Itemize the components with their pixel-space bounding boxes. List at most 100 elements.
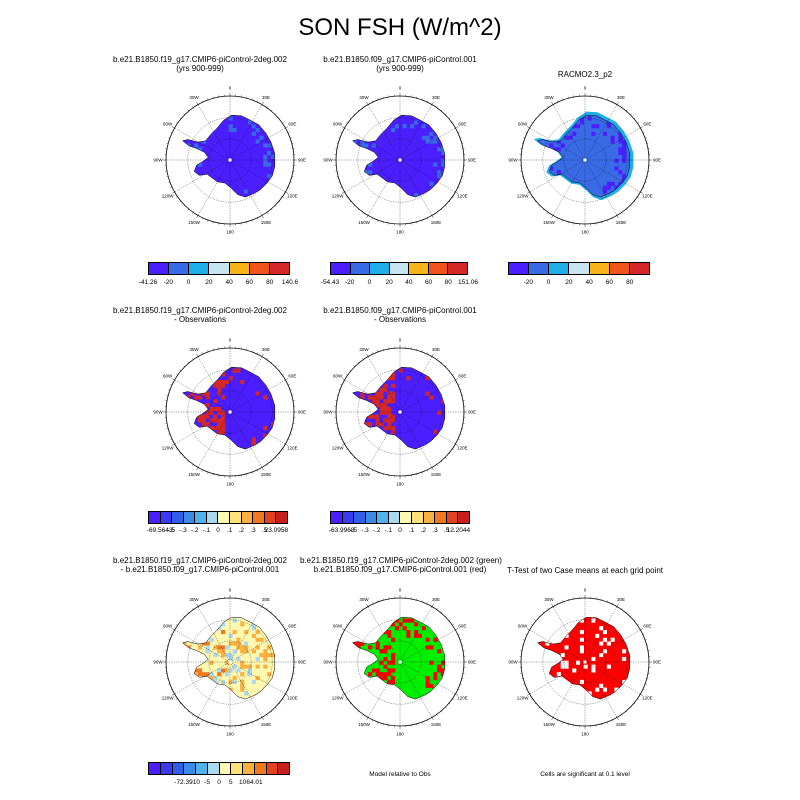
boundary-tick [353, 707, 355, 709]
boundary-tick [202, 602, 204, 605]
longitude-line [529, 629, 586, 663]
boundary-tick [207, 220, 209, 222]
boundary-tick [196, 467, 199, 471]
longitude-label: 60W [163, 122, 173, 127]
boundary-tick [340, 186, 343, 188]
boundary-tick [431, 717, 434, 721]
colorbar-label: 20 [565, 279, 573, 286]
longitude-line [367, 661, 401, 718]
grid-cell [217, 391, 222, 396]
grid-cell [591, 656, 596, 661]
colorbar-6 [148, 762, 290, 775]
longitude-label: 120E [457, 696, 468, 701]
boundary-tick [282, 374, 284, 376]
grid-cell [352, 641, 357, 646]
boundary-tick [372, 469, 374, 472]
boundary-tick [606, 98, 608, 100]
boundary-tick [207, 350, 209, 352]
pole-marker [583, 158, 587, 162]
boundary-tick [630, 205, 632, 207]
boundary-tick [534, 117, 537, 120]
boundary-tick [452, 448, 454, 450]
longitude-label: 150W [188, 220, 201, 225]
boundary-tick [285, 191, 289, 194]
boundary-tick [362, 106, 364, 108]
grid-cell [414, 622, 419, 627]
colorbar-swatch [268, 262, 290, 275]
grid-cell [240, 380, 245, 385]
grid-cell [595, 124, 600, 129]
boundary-tick [421, 722, 423, 724]
grid-cell [198, 668, 203, 673]
pole-marker [398, 410, 402, 414]
grid-cell [599, 641, 604, 646]
boundary-tick [256, 719, 258, 722]
colorbar-swatch [369, 262, 390, 275]
grid-cell [194, 672, 199, 677]
grid-cell [221, 422, 226, 427]
latitude-circle [378, 640, 422, 684]
boundary-tick [611, 719, 613, 722]
boundary-tick [168, 639, 170, 641]
grid-cell [576, 660, 581, 665]
grid-cell [247, 672, 252, 677]
grid-cell [198, 645, 203, 650]
grid-cell [221, 418, 226, 423]
grid-cell [406, 376, 411, 381]
grid-cell [579, 679, 584, 684]
boundary-tick [176, 196, 178, 198]
grid-cell [228, 128, 233, 133]
longitude-line [399, 104, 433, 161]
boundary-tick [187, 208, 190, 211]
longitude-label: 90E [468, 660, 476, 665]
longitude-line [197, 411, 231, 468]
boundary-tick [372, 602, 374, 605]
grid-cell [209, 410, 214, 415]
boundary-tick [270, 208, 273, 211]
boundary-tick [275, 457, 277, 459]
boundary-tick [616, 717, 619, 721]
colorbar-label: 60 [424, 279, 433, 286]
grid-cell [205, 422, 210, 427]
grid-cell [244, 645, 249, 650]
grid-cell [263, 664, 268, 669]
boundary-tick [261, 215, 264, 219]
panel-title-3: RACMO2.3_p2 [557, 70, 613, 79]
latitude-circle [542, 619, 628, 705]
grid-cell [364, 170, 369, 175]
boundary-tick [621, 212, 623, 214]
grid-cell [217, 668, 222, 673]
panel-title-8: T-Test of two Case means at each grid po… [506, 566, 664, 575]
boundary-tick [633, 702, 636, 705]
grid-cells [352, 120, 445, 198]
grid-cell [371, 399, 376, 404]
colorbar-label: .3 [432, 527, 438, 534]
colorbar-label: -5 [204, 779, 211, 786]
colorbar-swatch [457, 511, 470, 524]
grid-cell [375, 399, 380, 404]
grid-cell [205, 645, 210, 650]
grid-cell [236, 637, 241, 642]
grid-cell [383, 399, 388, 404]
longitude-label: 150E [616, 722, 627, 727]
longitude-line [229, 159, 286, 193]
grid-cell [391, 383, 396, 388]
grid-cell [244, 630, 249, 635]
boundary-tick [426, 469, 428, 472]
boundary-tick [606, 220, 608, 222]
longitude-line [552, 104, 586, 161]
grid-cell [371, 668, 376, 673]
boundary-tick [431, 101, 434, 105]
longitude-label: 60W [163, 374, 173, 379]
grid-cell [240, 622, 245, 627]
boundary-tick [282, 698, 284, 700]
grid-cell [221, 383, 226, 388]
grid-cell [240, 679, 245, 684]
boundary-tick [192, 358, 194, 360]
grid-cell [232, 630, 237, 635]
grid-cell [394, 618, 399, 623]
longitude-line [229, 606, 263, 663]
grid-cell [209, 676, 214, 681]
colorbar-label: -54.43 [320, 279, 340, 286]
boundary-tick [431, 467, 434, 471]
